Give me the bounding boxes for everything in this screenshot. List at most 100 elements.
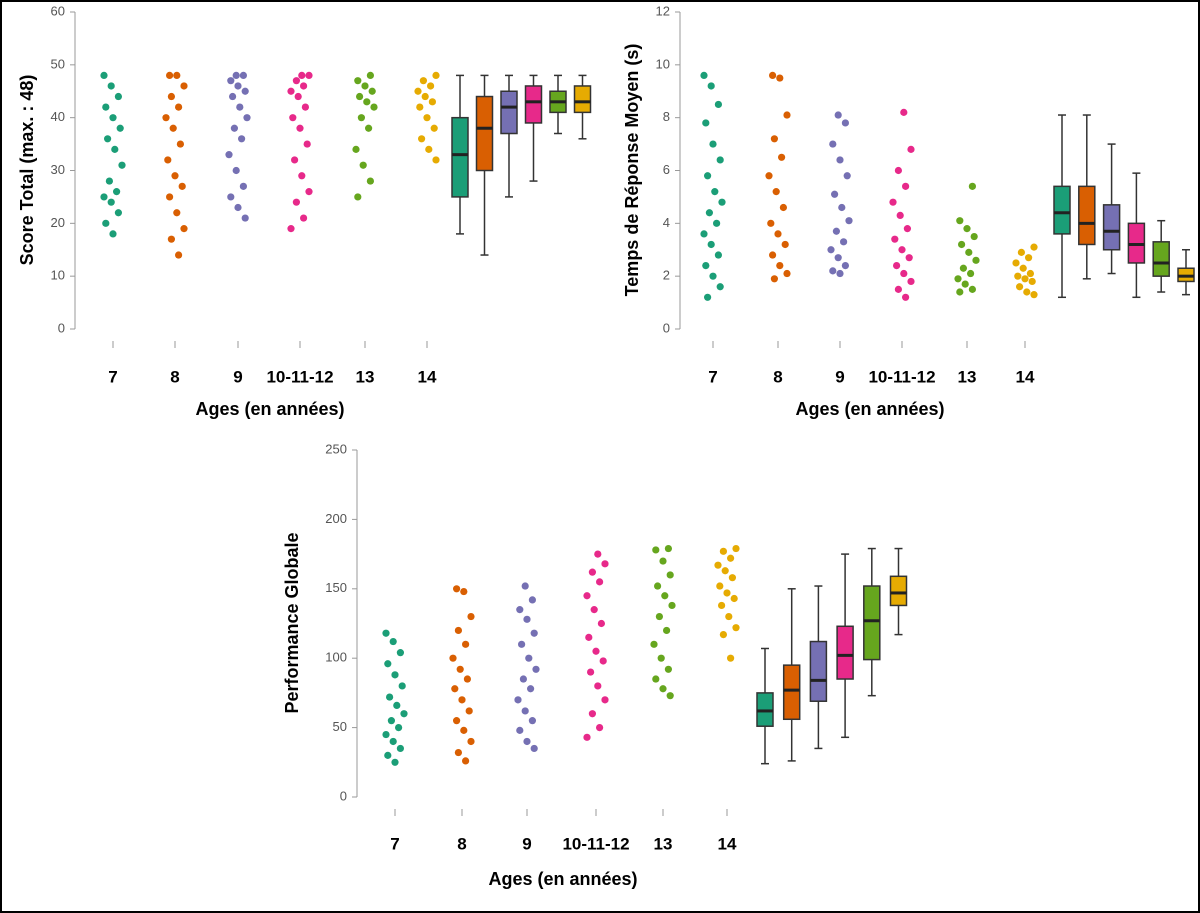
x-tick-label: 10-11-12 xyxy=(562,834,629,853)
x-tick-label: 9 xyxy=(522,834,531,853)
point xyxy=(239,71,247,79)
point xyxy=(666,692,674,700)
point xyxy=(902,293,910,301)
point xyxy=(654,582,662,590)
point xyxy=(118,161,126,169)
point xyxy=(178,182,186,190)
point xyxy=(834,111,842,119)
box xyxy=(451,116,469,198)
point xyxy=(173,71,181,79)
point xyxy=(967,269,975,278)
point xyxy=(458,696,466,704)
point xyxy=(428,98,436,106)
point xyxy=(162,114,170,122)
point xyxy=(723,589,731,597)
point xyxy=(1017,248,1025,256)
point xyxy=(702,262,710,270)
point xyxy=(585,633,593,641)
point xyxy=(528,596,537,604)
point xyxy=(588,568,597,576)
point xyxy=(954,275,962,283)
point xyxy=(171,172,179,180)
point xyxy=(359,161,367,169)
point xyxy=(663,626,671,635)
point xyxy=(227,77,235,85)
point xyxy=(232,71,240,79)
point xyxy=(716,582,724,590)
point xyxy=(732,624,740,632)
point xyxy=(241,87,249,95)
point xyxy=(454,748,462,757)
point xyxy=(234,203,242,212)
point xyxy=(963,225,971,233)
point xyxy=(398,682,406,690)
point xyxy=(100,71,108,79)
point xyxy=(467,612,475,621)
point xyxy=(845,217,853,225)
y-tick-label: 250 xyxy=(325,441,347,456)
point xyxy=(102,219,110,227)
point xyxy=(389,737,397,746)
point xyxy=(514,696,522,704)
point xyxy=(601,560,609,568)
point xyxy=(829,140,837,148)
point xyxy=(292,198,300,206)
point xyxy=(462,757,470,765)
point xyxy=(770,275,779,283)
point xyxy=(391,671,399,679)
point xyxy=(843,172,851,180)
point xyxy=(300,82,308,90)
x-tick-label: 13 xyxy=(958,367,977,386)
point xyxy=(387,717,395,725)
point xyxy=(102,103,110,111)
box xyxy=(889,575,908,607)
point xyxy=(175,251,183,259)
point xyxy=(652,675,660,683)
point xyxy=(109,230,117,238)
point xyxy=(361,82,369,90)
box xyxy=(475,95,494,172)
point xyxy=(956,217,964,225)
point xyxy=(970,232,978,241)
point xyxy=(704,172,712,180)
point xyxy=(783,111,791,119)
point xyxy=(829,267,837,275)
point xyxy=(301,103,309,111)
point xyxy=(530,744,538,753)
point xyxy=(518,640,526,648)
point xyxy=(432,71,440,79)
point xyxy=(714,100,723,109)
point xyxy=(655,612,664,621)
point xyxy=(366,177,374,185)
point xyxy=(384,751,392,759)
x-tick-label: 13 xyxy=(654,834,673,853)
point xyxy=(956,288,964,296)
point xyxy=(463,675,471,683)
point xyxy=(668,601,676,610)
y-tick-label: 8 xyxy=(663,109,670,124)
point xyxy=(1019,264,1027,272)
point xyxy=(305,188,313,196)
point xyxy=(666,571,674,579)
point xyxy=(453,585,461,593)
point xyxy=(765,172,773,180)
point xyxy=(891,235,899,243)
point xyxy=(594,682,602,690)
y-axis-label: Score Total (max. : 48) xyxy=(17,75,37,266)
point xyxy=(893,262,901,270)
point xyxy=(1012,259,1020,267)
point xyxy=(176,140,184,148)
point xyxy=(781,240,789,249)
point xyxy=(357,114,365,122)
point xyxy=(1025,254,1033,262)
point xyxy=(1021,275,1029,283)
point xyxy=(113,188,121,196)
point xyxy=(965,248,973,256)
point xyxy=(836,156,844,164)
y-tick-label: 0 xyxy=(340,788,347,803)
point xyxy=(596,724,604,732)
point xyxy=(236,103,244,111)
point xyxy=(460,587,468,596)
y-tick-label: 200 xyxy=(325,511,347,526)
x-axis-label: Ages (en années) xyxy=(195,399,344,419)
